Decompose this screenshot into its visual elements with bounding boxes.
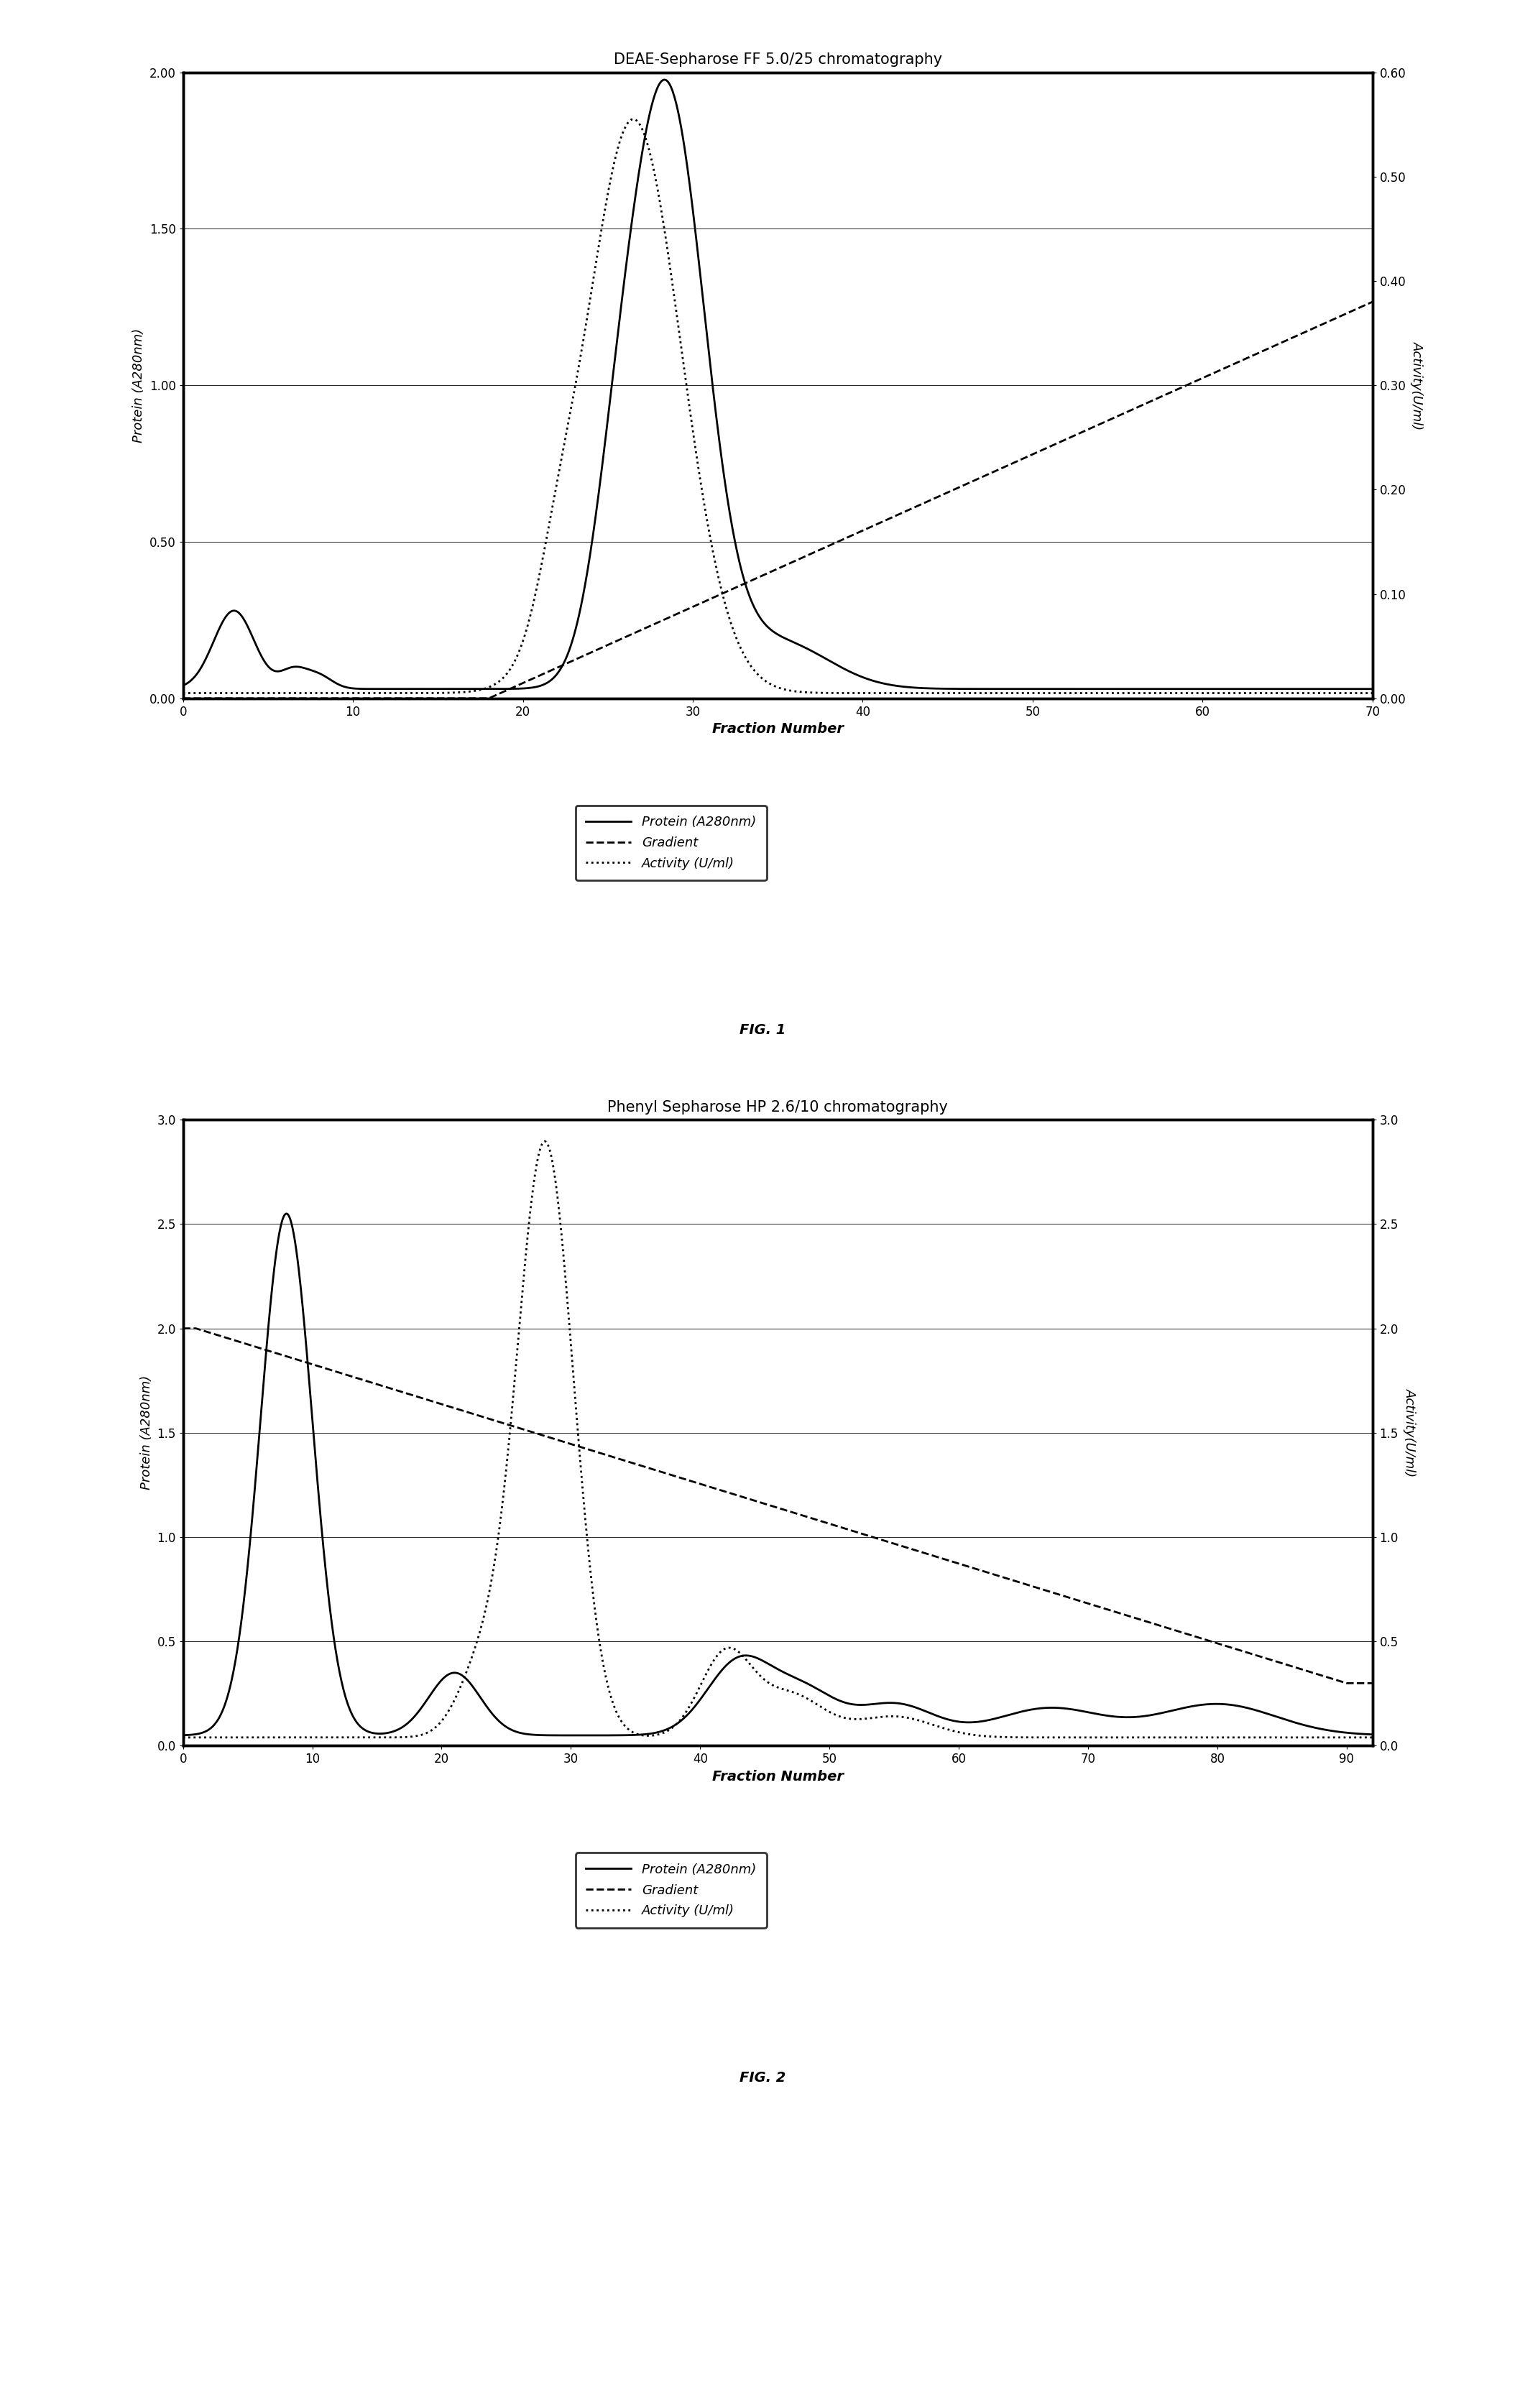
Protein (A280nm) xyxy=(1363,1719,1382,1748)
Activity (U/ml) xyxy=(723,1633,741,1662)
X-axis label: Fraction Number: Fraction Number xyxy=(712,1770,843,1784)
Activity (U/ml) xyxy=(624,104,642,132)
Gradient xyxy=(723,576,741,604)
Protein (A280nm) xyxy=(1220,674,1238,703)
Activity (U/ml) xyxy=(1363,1724,1382,1753)
Gradient xyxy=(462,684,480,713)
Legend: Protein (A280nm), Gradient, Activity (U/ml): Protein (A280nm), Gradient, Activity (U/… xyxy=(575,1852,767,1929)
Gradient xyxy=(1139,388,1157,417)
Protein (A280nm) xyxy=(174,1722,192,1751)
Y-axis label: Protein (A280nm): Protein (A280nm) xyxy=(133,327,145,443)
Y-axis label: Activity(U/ml): Activity(U/ml) xyxy=(1403,1389,1417,1476)
Protein (A280nm) xyxy=(1244,1695,1263,1724)
Activity (U/ml) xyxy=(1347,679,1365,708)
Gradient xyxy=(1363,287,1382,315)
Protein (A280nm) xyxy=(462,674,480,703)
Activity (U/ml) xyxy=(1363,679,1382,708)
Protein (A280nm) xyxy=(1026,1695,1045,1724)
Text: FIG. 1: FIG. 1 xyxy=(740,1023,785,1038)
Line: Activity (U/ml): Activity (U/ml) xyxy=(183,118,1372,694)
Protein (A280nm) xyxy=(656,65,674,94)
Title: Phenyl Sepharose HP 2.6/10 chromatography: Phenyl Sepharose HP 2.6/10 chromatograph… xyxy=(607,1100,949,1115)
Activity (U/ml) xyxy=(174,1724,192,1753)
Gradient xyxy=(238,1329,256,1358)
Gradient xyxy=(174,1315,192,1344)
Activity (U/ml) xyxy=(1244,1724,1263,1753)
Protein (A280nm) xyxy=(584,523,602,551)
Gradient xyxy=(1025,1572,1043,1601)
Protein (A280nm) xyxy=(1363,674,1382,703)
Gradient xyxy=(791,1500,810,1529)
X-axis label: Fraction Number: Fraction Number xyxy=(712,722,843,737)
Text: FIG. 2: FIG. 2 xyxy=(740,2071,785,2085)
Activity (U/ml) xyxy=(238,1724,256,1753)
Gradient xyxy=(1244,1640,1263,1669)
Line: Gradient: Gradient xyxy=(183,1329,1372,1683)
Y-axis label: Activity(U/ml): Activity(U/ml) xyxy=(1411,342,1424,429)
Gradient xyxy=(944,1548,962,1577)
Gradient xyxy=(798,542,816,571)
Gradient xyxy=(174,684,192,713)
Activity (U/ml) xyxy=(799,679,817,708)
Activity (U/ml) xyxy=(535,1127,554,1156)
Protein (A280nm) xyxy=(724,518,743,547)
Legend: Protein (A280nm), Gradient, Activity (U/ml): Protein (A280nm), Gradient, Activity (U/… xyxy=(575,804,767,881)
Protein (A280nm) xyxy=(946,1707,964,1736)
Line: Gradient: Gradient xyxy=(183,301,1372,698)
Protein (A280nm) xyxy=(724,1645,743,1674)
Title: DEAE-Sepharose FF 5.0/25 chromatography: DEAE-Sepharose FF 5.0/25 chromatography xyxy=(613,53,942,67)
Protein (A280nm) xyxy=(793,1666,811,1695)
Activity (U/ml) xyxy=(174,679,192,708)
Gradient xyxy=(1337,1669,1356,1698)
Line: Protein (A280nm): Protein (A280nm) xyxy=(183,1214,1372,1736)
Protein (A280nm) xyxy=(174,672,192,701)
Activity (U/ml) xyxy=(724,614,743,643)
Y-axis label: Protein (A280nm): Protein (A280nm) xyxy=(140,1375,152,1491)
Activity (U/ml) xyxy=(584,267,602,296)
Activity (U/ml) xyxy=(1139,679,1157,708)
Gradient xyxy=(723,1479,741,1507)
Protein (A280nm) xyxy=(1139,674,1157,703)
Protein (A280nm) xyxy=(799,636,817,665)
Protein (A280nm) xyxy=(278,1199,296,1228)
Protein (A280nm) xyxy=(572,1722,590,1751)
Protein (A280nm) xyxy=(1347,674,1365,703)
Gradient xyxy=(1363,1669,1382,1698)
Protein (A280nm) xyxy=(238,1551,256,1580)
Line: Protein (A280nm): Protein (A280nm) xyxy=(183,79,1372,689)
Activity (U/ml) xyxy=(462,677,480,706)
Activity (U/ml) xyxy=(793,1681,811,1710)
Activity (U/ml) xyxy=(946,1717,964,1746)
Gradient xyxy=(584,638,602,667)
Line: Activity (U/ml): Activity (U/ml) xyxy=(183,1141,1372,1739)
Activity (U/ml) xyxy=(1025,1724,1043,1753)
Gradient xyxy=(1345,296,1363,325)
